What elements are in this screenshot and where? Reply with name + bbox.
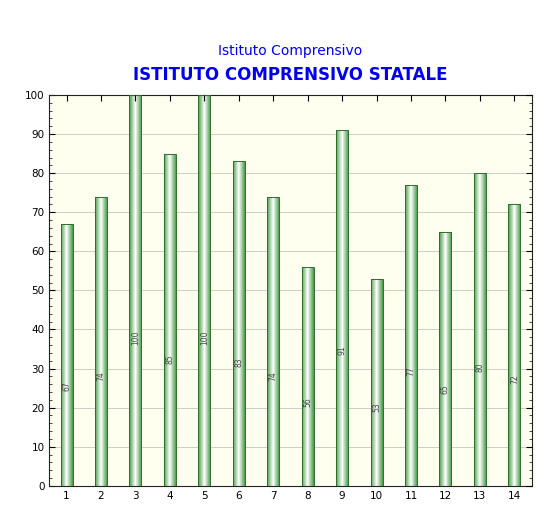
Text: ISTITUTO COMPRENSIVO STATALE: ISTITUTO COMPRENSIVO STATALE (133, 67, 448, 84)
Bar (439, 232, 452, 486)
Bar (60, 224, 72, 486)
Bar (474, 173, 486, 486)
Bar (233, 162, 245, 486)
Bar (129, 95, 141, 486)
Text: Istituto Comprensivo: Istituto Comprensivo (218, 44, 363, 58)
Bar (301, 267, 313, 486)
Text: 67: 67 (62, 381, 71, 391)
Text: 91: 91 (338, 346, 346, 355)
Bar (164, 154, 176, 486)
Bar (198, 95, 210, 486)
Text: 56: 56 (303, 398, 312, 408)
Bar (95, 196, 107, 486)
Text: 100: 100 (200, 330, 209, 345)
Bar (336, 130, 348, 486)
Text: 77: 77 (407, 366, 415, 376)
Bar (509, 204, 521, 486)
Bar (405, 185, 417, 486)
Text: 74: 74 (96, 371, 105, 381)
Text: 53: 53 (372, 402, 381, 412)
Text: 65: 65 (441, 384, 450, 394)
Text: 83: 83 (235, 357, 243, 367)
Text: 72: 72 (510, 374, 519, 384)
Text: 100: 100 (131, 330, 140, 345)
Text: 74: 74 (269, 371, 278, 381)
Bar (267, 196, 279, 486)
Text: 85: 85 (165, 355, 174, 364)
Bar (370, 279, 383, 486)
Text: 80: 80 (476, 362, 484, 372)
